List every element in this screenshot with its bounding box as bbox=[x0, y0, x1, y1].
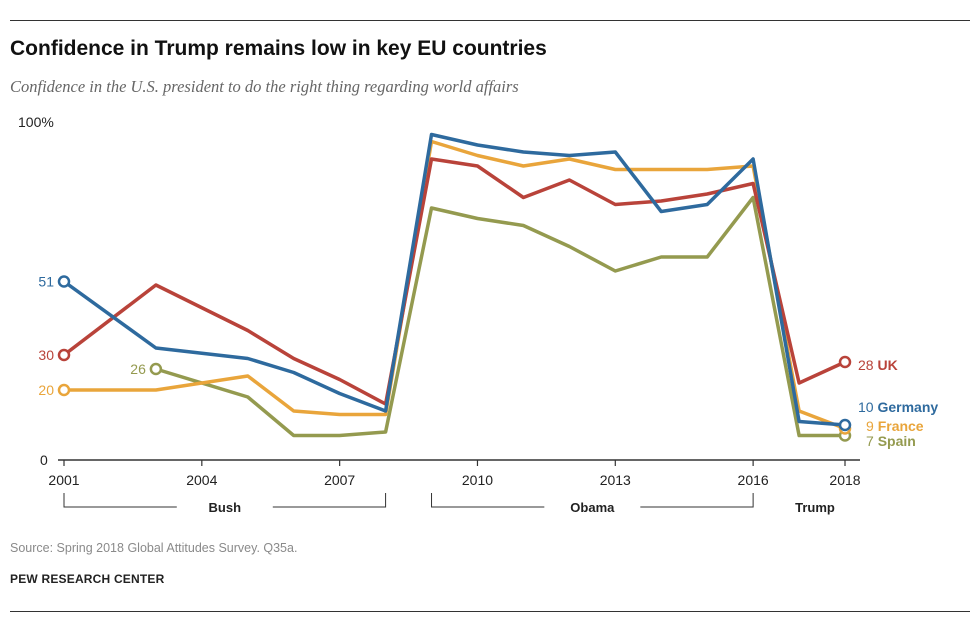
top-rule bbox=[10, 20, 970, 21]
series-start-label-germany: 51 bbox=[38, 274, 54, 290]
series-start-label-france: 20 bbox=[38, 382, 54, 398]
series-start-marker-uk bbox=[57, 348, 71, 362]
x-tick-label-2010: 2010 bbox=[462, 472, 493, 488]
bottom-rule bbox=[10, 611, 970, 612]
series-line-spain bbox=[154, 195, 847, 438]
x-axis-ticks: 2001 2004 2007 2010 2013 2016 2018 bbox=[48, 460, 861, 488]
series-end-value-france: 9 bbox=[866, 418, 878, 434]
series-start-marker-spain bbox=[149, 362, 163, 376]
series-end-label-france: 9 France bbox=[866, 418, 924, 434]
series-end-value-uk: 28 bbox=[858, 357, 877, 373]
x-tick-label-2004: 2004 bbox=[186, 472, 217, 488]
series-line-uk bbox=[62, 157, 847, 406]
series-end-marker-uk bbox=[838, 355, 852, 369]
x-tick-label-2001: 2001 bbox=[48, 472, 79, 488]
x-tick-label-2018: 2018 bbox=[829, 472, 860, 488]
series-name-germany: Germany bbox=[877, 399, 938, 415]
series-start-marker-germany bbox=[57, 275, 71, 288]
bracket-obama-right bbox=[640, 493, 754, 508]
series-end-label-germany: 10 Germany bbox=[858, 399, 938, 415]
presidency-label-bush: Bush bbox=[209, 500, 242, 515]
x-tick-label-2013: 2013 bbox=[600, 472, 631, 488]
series-line-germany bbox=[62, 132, 847, 427]
series-end-marker-germany bbox=[838, 418, 852, 432]
series-name-uk: UK bbox=[877, 357, 897, 373]
series-end-value-germany: 10 bbox=[858, 399, 877, 415]
series-end-label-uk: 28 UK bbox=[858, 357, 898, 373]
x-tick-label-2007: 2007 bbox=[324, 472, 355, 488]
series-end-value-spain: 7 bbox=[866, 433, 878, 449]
y-axis-zero-label: 0 bbox=[40, 452, 48, 468]
series-line-france bbox=[62, 139, 847, 431]
series-start-label-uk: 30 bbox=[38, 347, 54, 363]
bracket-bush-right bbox=[272, 493, 387, 508]
presidency-label-obama: Obama bbox=[570, 500, 615, 515]
bracket-bush-left bbox=[63, 493, 177, 508]
chart-subtitle: Confidence in the U.S. president to do t… bbox=[10, 77, 519, 96]
series-name-france: France bbox=[878, 418, 924, 434]
y-axis-top-label: 100% bbox=[18, 114, 54, 130]
source-note: Source: Spring 2018 Global Attitudes Sur… bbox=[10, 541, 298, 555]
series-start-marker-france bbox=[57, 383, 71, 397]
bracket-obama-left bbox=[431, 493, 545, 508]
credit-line: PEW RESEARCH CENTER bbox=[10, 572, 165, 586]
series-name-spain: Spain bbox=[878, 433, 916, 449]
series-end-label-spain: 7 Spain bbox=[866, 433, 916, 449]
series-labels: 26 7 Spain 20 9 France 30 28 UK 51 10 Germany bbox=[38, 274, 938, 450]
series-lines bbox=[57, 132, 852, 442]
series-start-label-spain: 26 bbox=[130, 361, 146, 377]
x-tick-label-2016: 2016 bbox=[738, 472, 769, 488]
presidency-brackets: Bush Obama Trump bbox=[63, 493, 835, 515]
chart-title: Confidence in Trump remains low in key E… bbox=[10, 37, 547, 60]
presidency-label-trump: Trump bbox=[795, 500, 835, 515]
